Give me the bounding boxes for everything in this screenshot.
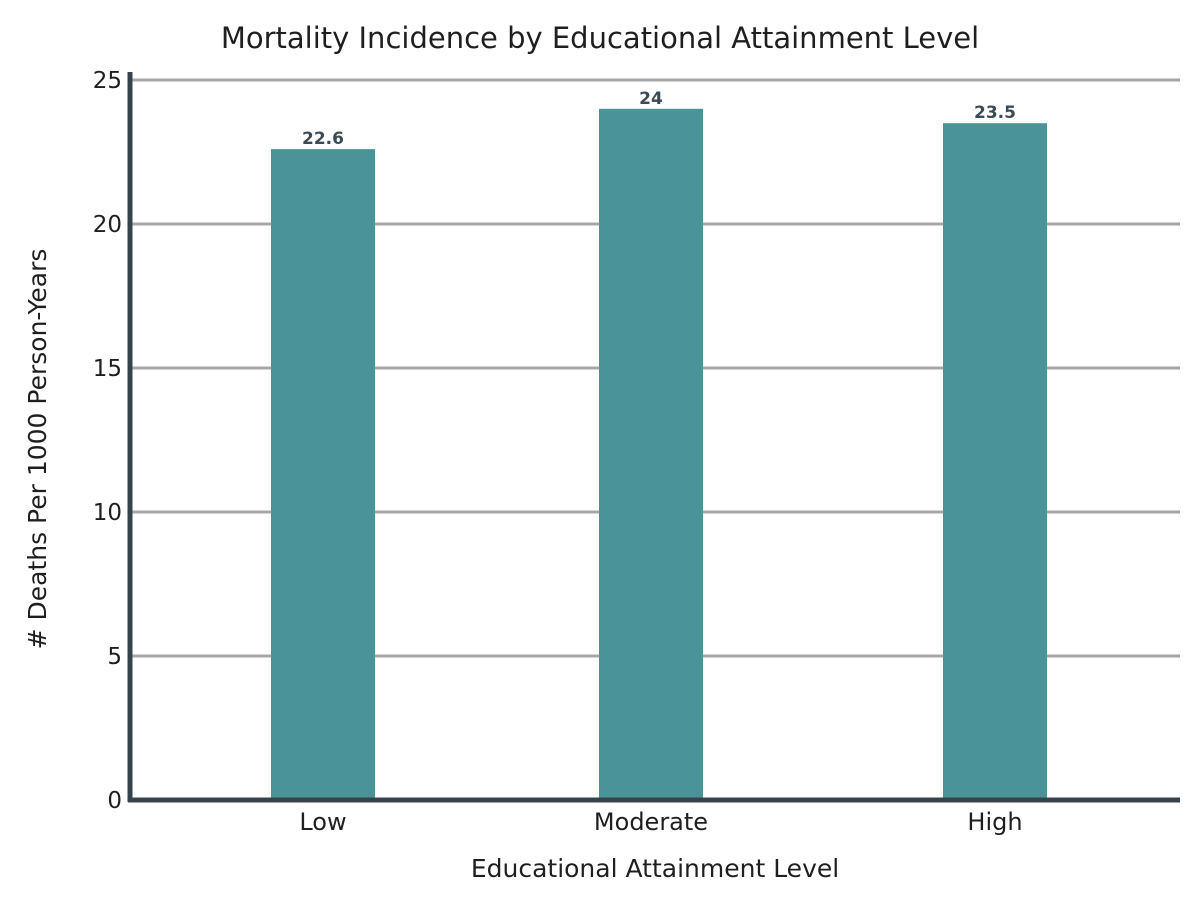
data-label: 22.6 [302,129,344,149]
y-tick-label: 20 [93,212,122,238]
data-labels: 22.6 24 23.5 [302,89,1016,149]
y-tick-label: 5 [107,644,122,670]
bar-moderate [599,108,703,801]
y-tick-label: 25 [93,68,122,94]
y-tick-label: 10 [93,500,122,526]
y-axis-ticks: 0 5 10 15 20 25 [93,68,122,814]
chart-title: Mortality Incidence by Educational Attai… [221,21,979,55]
x-axis-ticks: Low Moderate High [299,808,1022,836]
y-tick-label: 0 [107,788,122,814]
bar-low [271,149,375,800]
x-tick-label: Moderate [594,808,708,836]
bars [271,108,1047,801]
y-tick-label: 15 [93,356,122,382]
data-label: 23.5 [974,103,1016,123]
x-tick-label: Low [299,808,346,836]
bar-high [943,123,1047,800]
y-axis-label: # Deaths Per 1000 Person-Years [23,249,52,650]
x-axis-label: Educational Attainment Level [471,854,839,883]
x-tick-label: High [967,808,1022,836]
data-label: 24 [639,89,663,109]
